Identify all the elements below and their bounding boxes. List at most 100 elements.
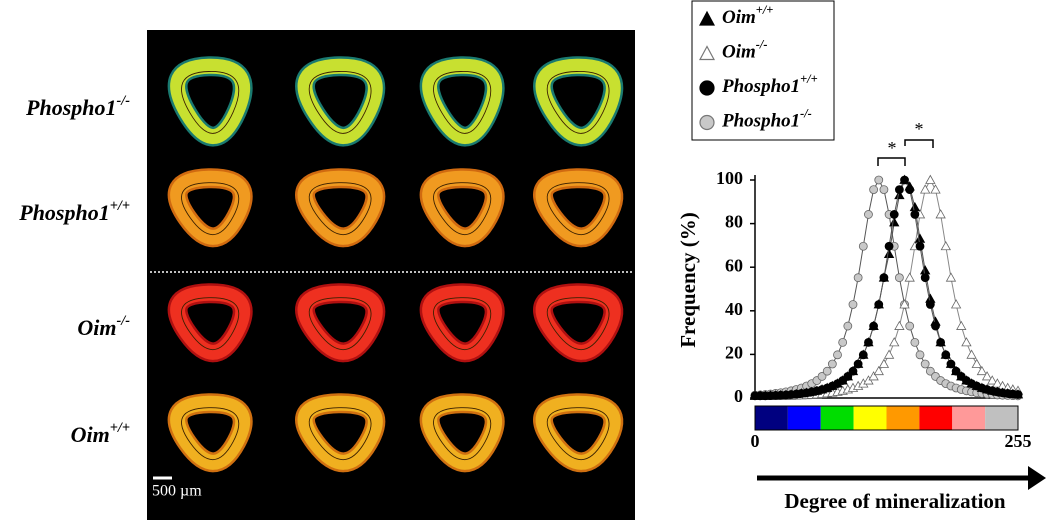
- point: [827, 359, 837, 369]
- row-label: Phospho1-/-: [25, 93, 130, 120]
- y-tick-label: 40: [725, 299, 743, 319]
- point: [910, 210, 920, 219]
- bone: [422, 395, 503, 470]
- legend-label: Oim-/-: [722, 37, 767, 63]
- point: [853, 273, 863, 283]
- point: [919, 184, 931, 194]
- bone: [170, 285, 251, 360]
- series: [749, 174, 1024, 400]
- x-tick-label: 0: [751, 431, 760, 451]
- point: [950, 299, 962, 309]
- y-tick-label: 80: [725, 212, 743, 232]
- point: [919, 265, 931, 275]
- legend-label: Phospho1-/-: [721, 106, 812, 132]
- point: [900, 175, 909, 185]
- point: [925, 174, 936, 184]
- point: [915, 350, 925, 360]
- bone: [170, 58, 251, 144]
- y-tick-label: 60: [725, 255, 743, 275]
- colorbar-cell: [787, 406, 821, 430]
- legend-label: Phospho1+/+: [721, 72, 818, 98]
- point: [878, 358, 890, 368]
- y-tick-label: 100: [716, 168, 743, 188]
- legend-marker: [699, 114, 715, 131]
- significance-bracket: [877, 139, 934, 166]
- point: [848, 366, 858, 376]
- point: [976, 365, 988, 376]
- point: [894, 320, 905, 330]
- bone: [170, 395, 251, 470]
- bone-inner: [546, 407, 610, 460]
- legend-marker: [698, 45, 716, 61]
- bone: [535, 285, 621, 360]
- point: [822, 366, 832, 376]
- point: [864, 338, 873, 347]
- point: [940, 240, 951, 251]
- point: [956, 320, 967, 330]
- point: [874, 300, 884, 309]
- point: [858, 350, 868, 360]
- point: [894, 273, 904, 283]
- series: [750, 175, 1023, 401]
- point: [899, 299, 910, 309]
- bone: [535, 170, 621, 245]
- bone: [422, 170, 503, 245]
- point: [879, 185, 889, 194]
- point: [941, 350, 951, 360]
- point: [874, 175, 884, 185]
- point: [869, 185, 879, 194]
- bone-inner: [546, 297, 610, 350]
- point: [894, 185, 904, 194]
- bone: [297, 170, 383, 245]
- legend-box: [691, 0, 835, 141]
- point: [904, 272, 915, 282]
- point: [889, 210, 899, 219]
- point: [925, 300, 935, 309]
- point: [905, 185, 915, 194]
- point: [946, 359, 956, 369]
- point: [966, 349, 977, 359]
- point: [931, 321, 940, 331]
- annotation: *: [888, 138, 897, 158]
- point: [848, 300, 858, 309]
- bone-inner: [433, 297, 492, 350]
- point: [868, 371, 879, 381]
- point: [879, 273, 889, 283]
- bone-inner: [546, 71, 610, 134]
- legend-label: Oim+/+: [722, 3, 773, 29]
- x-tick-label: 255: [1005, 431, 1032, 451]
- bones: [167, 56, 624, 473]
- bone-inner: [308, 407, 372, 460]
- bone: [297, 395, 383, 470]
- point: [869, 321, 879, 331]
- bone-inner: [308, 182, 372, 235]
- bone-inner: [181, 71, 240, 134]
- colorbar-cell: [755, 406, 788, 430]
- point: [843, 321, 853, 331]
- point: [915, 241, 925, 251]
- bone: [422, 58, 503, 144]
- bone: [422, 285, 503, 360]
- legend-marker: [698, 10, 716, 26]
- colorbar-cell: [952, 406, 986, 430]
- bone-inner: [433, 407, 492, 460]
- bone-inner: [181, 297, 240, 350]
- bone: [297, 285, 383, 360]
- point: [894, 189, 905, 200]
- point: [853, 359, 863, 369]
- point: [981, 371, 993, 381]
- colorbar-cell: [919, 406, 953, 430]
- point: [883, 349, 895, 359]
- point: [838, 338, 848, 347]
- bone: [170, 170, 251, 245]
- point: [910, 338, 920, 347]
- scale-bar-label: 500 µm: [152, 483, 202, 500]
- bone: [297, 58, 383, 144]
- point: [883, 248, 895, 259]
- bone-inner: [433, 71, 492, 134]
- row-label: Oim-/-: [77, 313, 130, 340]
- colorbar-cell: [985, 406, 1018, 430]
- point: [884, 241, 894, 251]
